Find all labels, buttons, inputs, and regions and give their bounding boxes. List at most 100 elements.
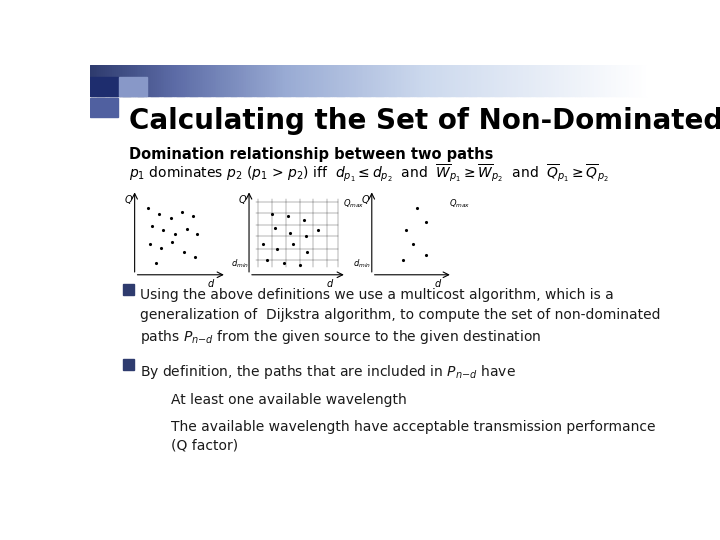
Bar — [377, 65, 379, 96]
Bar — [472, 65, 474, 96]
Bar — [562, 65, 565, 96]
Bar — [549, 65, 552, 96]
Bar — [544, 65, 546, 96]
Bar — [373, 65, 375, 96]
Bar — [618, 65, 621, 96]
Bar — [460, 65, 462, 96]
Bar — [341, 65, 343, 96]
Bar — [518, 65, 521, 96]
Bar — [153, 65, 156, 96]
Bar — [302, 65, 305, 96]
Bar — [477, 65, 480, 96]
Bar — [392, 65, 394, 96]
Bar — [319, 65, 321, 96]
Bar — [456, 65, 459, 96]
Bar — [207, 65, 210, 96]
Bar — [418, 65, 420, 96]
Bar — [501, 65, 503, 96]
Bar — [616, 65, 618, 96]
Bar — [239, 65, 241, 96]
Bar — [413, 65, 416, 96]
Bar — [440, 65, 442, 96]
Bar — [542, 65, 544, 96]
Bar — [441, 65, 444, 96]
Bar — [590, 65, 593, 96]
Bar — [345, 65, 347, 96]
Bar — [313, 65, 315, 96]
Bar — [131, 65, 133, 96]
Bar — [427, 65, 429, 96]
Bar — [603, 65, 606, 96]
Bar — [114, 65, 117, 96]
Text: Q: Q — [238, 195, 246, 205]
Bar — [628, 65, 630, 96]
Bar — [124, 65, 126, 96]
Bar — [520, 65, 522, 96]
Bar — [454, 65, 457, 96]
Bar — [615, 65, 617, 96]
Bar — [315, 65, 318, 96]
Bar — [233, 65, 235, 96]
Bar — [304, 65, 306, 96]
Bar — [272, 65, 275, 96]
Bar — [533, 65, 535, 96]
Bar — [479, 65, 481, 96]
Bar — [118, 65, 120, 96]
Bar — [177, 65, 180, 96]
Text: The available wavelength have acceptable transmission performance
(Q factor): The available wavelength have acceptable… — [171, 420, 655, 453]
Bar — [609, 65, 611, 96]
Bar — [220, 65, 222, 96]
Bar — [611, 65, 613, 96]
Bar — [447, 65, 449, 96]
Bar — [155, 65, 158, 96]
Bar — [202, 65, 204, 96]
Bar — [291, 65, 293, 96]
Bar — [539, 65, 541, 96]
Bar — [432, 65, 435, 96]
Bar — [386, 65, 388, 96]
Bar — [192, 65, 194, 96]
Text: At least one available wavelength: At least one available wavelength — [171, 393, 407, 407]
Bar — [425, 65, 427, 96]
Bar — [481, 65, 483, 96]
Bar — [390, 65, 392, 96]
Bar — [459, 65, 461, 96]
Bar — [566, 65, 569, 96]
Bar — [317, 65, 320, 96]
Bar — [503, 65, 505, 96]
Bar — [444, 65, 446, 96]
Bar — [231, 65, 234, 96]
Bar — [248, 65, 251, 96]
Bar — [464, 65, 467, 96]
Bar — [423, 65, 426, 96]
Bar — [581, 65, 583, 96]
Bar — [428, 65, 431, 96]
Bar — [310, 65, 312, 96]
Bar — [96, 65, 98, 96]
Bar — [282, 65, 284, 96]
Bar — [514, 65, 516, 96]
Bar — [505, 65, 507, 96]
Bar — [536, 65, 539, 96]
Bar — [577, 65, 580, 96]
Bar — [421, 65, 423, 96]
Bar — [564, 65, 567, 96]
Bar — [494, 65, 496, 96]
Bar — [161, 65, 163, 96]
Bar — [144, 65, 146, 96]
Bar — [266, 65, 269, 96]
Bar — [224, 65, 226, 96]
Bar — [387, 65, 390, 96]
Bar — [243, 65, 245, 96]
Bar — [488, 65, 490, 96]
Bar — [198, 65, 200, 96]
Bar — [163, 65, 165, 96]
Bar — [166, 65, 168, 96]
Bar — [400, 65, 403, 96]
Bar — [159, 65, 161, 96]
Bar — [140, 65, 143, 96]
Bar — [228, 65, 230, 96]
Bar — [613, 65, 615, 96]
Bar — [534, 65, 537, 96]
Bar — [499, 65, 502, 96]
